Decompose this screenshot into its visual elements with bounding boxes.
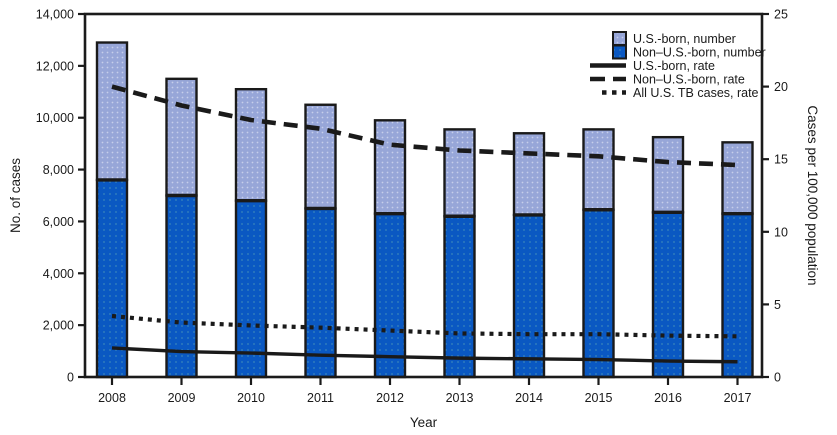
bar-non-us-born-2010 [234,199,268,379]
y-axis-left-tick-label: 4,000 [43,267,74,281]
legend-item-us-born-rate-label: U.S.-born, rate [633,59,715,73]
y-axis-right-tick-label: 0 [774,371,781,385]
bar-non-us-born-2011 [304,207,337,379]
bar-us-born-2009 [165,77,198,197]
us-born-rate-line [111,346,738,364]
legend-item-non-us-born-number-swatch [612,44,627,60]
y-axis-left-tick-label: 10,000 [36,111,74,125]
bar-non-us-born-2017 [721,212,754,379]
bar-non-us-born-2012 [373,212,407,379]
bar-us-born-2008 [95,41,129,182]
y-axis-left: 0 2,000 4,000 6,000 8,000 10,000 12,000 14,000 [36,8,85,385]
y-axis-right-tick-label: 25 [774,8,788,22]
y-axis-left-tick-label: 6,000 [43,215,74,229]
x-axis-tick-label: 2016 [654,391,682,405]
non-us-born-rate-line [111,84,738,168]
y-axis-right: 0 5 10 15 20 25 [762,8,788,385]
y-axis-left-tick-label: 12,000 [36,59,74,73]
y-axis-left-tick-label: 2,000 [43,319,74,333]
bar-us-born-2014 [512,132,546,217]
bar-us-born-2012 [373,119,407,215]
legend-item-non-us-born-rate: Non–U.S.-born, rate [590,73,745,87]
y-axis-left-title: No. of cases [8,158,23,233]
legend-item-non-us-born-rate-label: Non–U.S.-born, rate [633,73,745,87]
bar-non-us-born-2013 [443,215,476,379]
legend-item-us-born-number-swatch [612,31,627,46]
legend-item-all-tb-cases-rate: All U.S. TB cases, rate [602,86,759,100]
x-axis-tick-label: 2009 [168,391,196,405]
y-axis-right-tick-label: 15 [774,153,788,167]
legend-item-non-us-born-number: Non–U.S.-born, number [612,44,766,60]
x-axis-tick-label: 2013 [446,391,474,405]
bar-us-born-2013 [443,128,476,218]
x-axis-tick-label: 2015 [585,391,613,405]
bar-non-us-born-2014 [512,213,546,379]
x-axis-tick-label: 2010 [237,391,265,405]
y-axis-right-tick-label: 5 [774,298,781,312]
x-axis-tick-label: 2011 [307,391,334,405]
y-axis-right-tick-label: 20 [774,80,788,94]
legend-item-all-tb-cases-rate-label: All U.S. TB cases, rate [633,86,759,100]
bars-group [95,41,754,379]
all-tb-cases-rate-line [111,313,738,339]
y-axis-right-tick-label: 10 [774,225,788,239]
bar-us-born-2015 [582,128,615,211]
bar-us-born-2016 [651,135,685,214]
y-axis-right-title: Cases per 100,000 population [805,105,820,285]
x-axis-title: Year [410,415,438,430]
bar-us-born-2011 [304,103,337,210]
legend-item-non-us-born-number-label: Non–U.S.-born, number [633,46,766,60]
y-axis-left-tick-label: 0 [67,371,74,385]
bar-non-us-born-2016 [651,211,685,379]
bar-us-born-2017 [721,141,754,215]
bar-us-born-2010 [234,87,268,202]
legend-item-us-born-number: U.S.-born, number [612,31,736,46]
legend-item-us-born-rate: U.S.-born, rate [590,59,715,73]
x-axis-tick-label: 2008 [98,391,126,405]
y-axis-left-tick-label: 8,000 [43,163,74,177]
x-axis-tick-label: 2012 [376,391,404,405]
plot-frame [83,12,764,379]
x-axis-tick-label: 2017 [724,391,752,405]
legend-item-us-born-number-label: U.S.-born, number [633,32,736,46]
y-axis-left-tick-label: 14,000 [36,8,74,22]
bar-non-us-born-2015 [582,208,615,379]
x-axis: 2008 2009 2010 2011 2012 2013 2014 2015 2016 2017 [98,377,751,405]
x-axis-tick-label: 2014 [515,391,543,405]
